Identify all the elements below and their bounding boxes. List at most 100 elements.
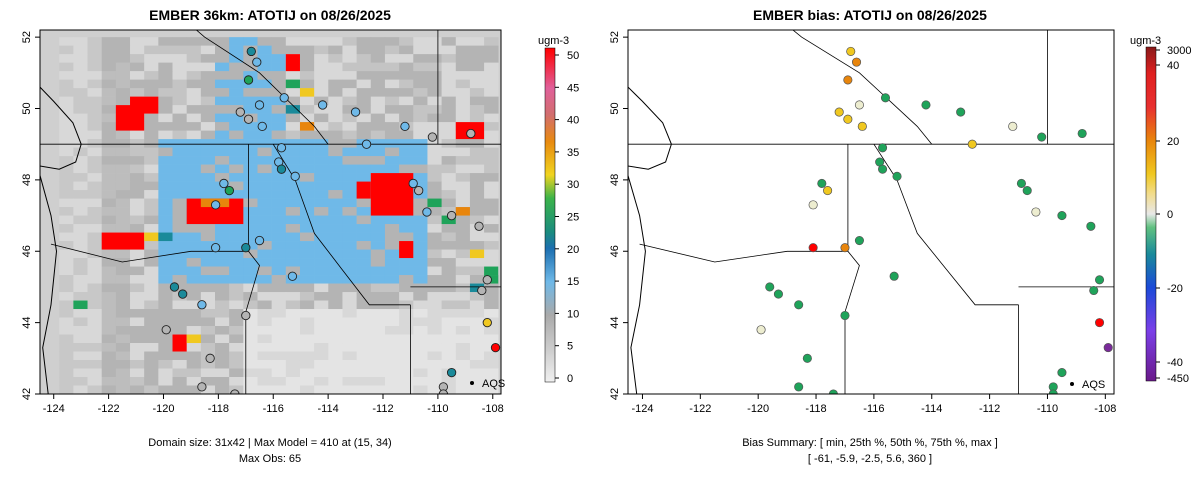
grid-cell: [442, 71, 456, 80]
y-tick-label: 46: [21, 245, 33, 257]
grid-cell: [314, 80, 328, 89]
grid-cell: [286, 386, 300, 395]
grid-cell: [371, 131, 385, 140]
grid-cell: [399, 292, 413, 301]
grid-cell: [201, 105, 215, 114]
grid-cell: [357, 233, 371, 242]
grid-cell: [286, 360, 300, 369]
grid-cell: [357, 156, 371, 165]
grid-cell: [73, 114, 87, 123]
grid-cell: [257, 335, 271, 344]
grid-cell: [413, 156, 427, 165]
grid-cell-hotspot: [484, 267, 498, 275]
grid-cell: [215, 54, 229, 63]
grid-cell: [427, 80, 441, 89]
grid-cell: [357, 326, 371, 335]
grid-cell: [272, 216, 286, 225]
grid-cell: [158, 54, 172, 63]
grid-cell: [300, 156, 314, 165]
grid-cell: [399, 233, 413, 242]
grid-cell-hotspot: [173, 335, 187, 352]
grid-cell-hotspot: [130, 97, 158, 114]
grid-cell: [470, 301, 484, 310]
grid-cell: [73, 267, 87, 276]
grid-cell: [399, 97, 413, 106]
grid-cell: [173, 309, 187, 318]
grid-cell: [130, 343, 144, 352]
bias-station: [922, 101, 930, 109]
grid-cell: [456, 292, 470, 301]
obs-station: [447, 368, 455, 376]
grid-cell: [470, 139, 484, 148]
grid-cell: [158, 386, 172, 395]
grid-cell: [88, 301, 102, 310]
grid-cell: [314, 37, 328, 46]
grid-cell: [88, 352, 102, 361]
grid-cell: [456, 165, 470, 174]
grid-cell: [456, 199, 470, 208]
grid-cell: [187, 182, 201, 191]
grid-cell: [342, 54, 356, 63]
grid-cell: [158, 80, 172, 89]
grid-cell: [300, 37, 314, 46]
bias-station: [1017, 179, 1025, 187]
grid-cell: [399, 258, 413, 267]
grid-cell: [173, 318, 187, 327]
grid-cell: [470, 54, 484, 63]
grid-cell: [427, 360, 441, 369]
grid-cell: [144, 335, 158, 344]
grid-cell: [385, 97, 399, 106]
grid-cell: [442, 46, 456, 55]
grid-cell: [257, 292, 271, 301]
grid-cell: [88, 139, 102, 148]
grid-cell: [484, 224, 498, 233]
grid-cell: [158, 377, 172, 386]
grid-cell: [257, 377, 271, 386]
grid-cell: [130, 352, 144, 361]
grid-cell: [385, 267, 399, 276]
grid-cell: [286, 309, 300, 318]
grid-cell: [456, 301, 470, 310]
grid-cell: [442, 250, 456, 259]
grid-cell: [300, 360, 314, 369]
grid-cell: [371, 46, 385, 55]
grid-cell: [272, 173, 286, 182]
grid-cell: [272, 318, 286, 327]
grid-cell: [229, 131, 243, 140]
grid-cell: [427, 224, 441, 233]
grid-cell: [286, 301, 300, 310]
grid-cell: [116, 369, 130, 378]
obs-station: [318, 101, 326, 109]
obs-station: [242, 311, 250, 319]
grid-cell: [342, 250, 356, 259]
grid-cell: [158, 139, 172, 148]
grid-cell: [158, 148, 172, 157]
grid-cell: [229, 318, 243, 327]
grid-cell: [187, 97, 201, 106]
grid-cell: [257, 275, 271, 284]
grid-cell: [342, 292, 356, 301]
bias-station: [858, 122, 866, 130]
grid-cell: [385, 292, 399, 301]
colorbar-tick-label: 50: [567, 50, 579, 62]
obs-station: [225, 186, 233, 194]
grid-cell: [385, 216, 399, 225]
grid-cell: [328, 63, 342, 72]
grid-cell: [257, 250, 271, 259]
grid-cell: [456, 318, 470, 327]
grid-cell: [229, 80, 243, 89]
grid-cell: [342, 182, 356, 191]
grid-cell: [272, 105, 286, 114]
grid-cell: [144, 71, 158, 80]
grid-cell: [243, 173, 257, 182]
grid-cell: [144, 352, 158, 361]
grid-cell: [73, 131, 87, 140]
obs-station: [170, 283, 178, 291]
grid-cell: [385, 343, 399, 352]
grid-cell: [272, 377, 286, 386]
grid-cell: [413, 377, 427, 386]
grid-cell: [130, 139, 144, 148]
grid-cell: [201, 292, 215, 301]
grid-cell: [257, 148, 271, 157]
grid-cell: [413, 360, 427, 369]
